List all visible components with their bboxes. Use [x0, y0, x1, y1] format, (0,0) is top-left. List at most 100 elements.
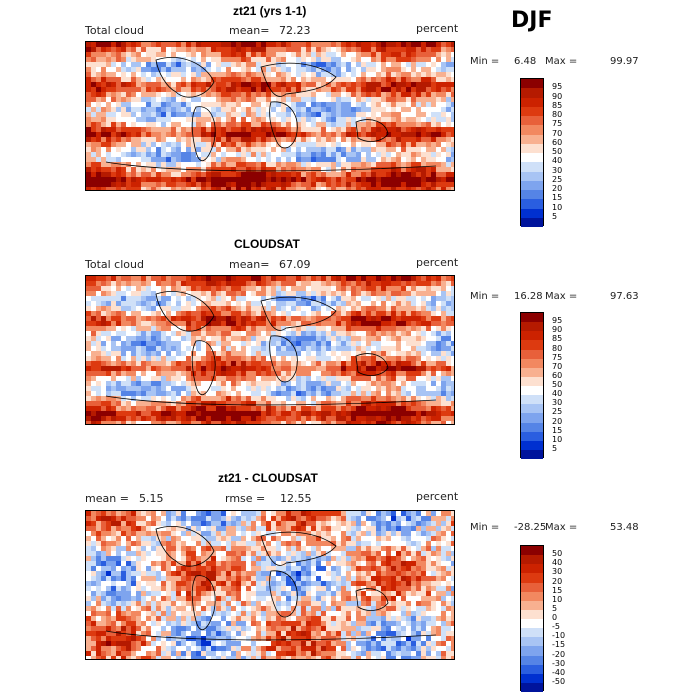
colorbar-swatch	[521, 217, 543, 227]
colorbar-tick-label: 5	[552, 603, 558, 613]
colorbar-tick-label: 50	[552, 147, 563, 156]
colorbar-swatch	[521, 664, 543, 674]
colorbar-swatch	[521, 190, 543, 200]
colorbar-swatch	[521, 199, 543, 209]
panel-2-mean-value: 67.09	[279, 258, 311, 271]
colorbar-swatch	[521, 591, 543, 601]
colorbar-tick-label: 25	[552, 174, 563, 184]
panel-3-max-label: Max =	[545, 522, 578, 533]
colorbar-tick-label: 80	[552, 343, 563, 353]
colorbar-tick-label: 30	[552, 165, 563, 175]
colorbar-tick-label: 90	[552, 91, 563, 101]
panel-1-max-label: Max =	[545, 56, 578, 67]
colorbar-tick-label: 75	[552, 119, 563, 129]
colorbar-swatch	[521, 358, 543, 368]
panel-2-min-value: 16.28	[514, 291, 543, 302]
colorbar-swatch	[521, 619, 543, 629]
colorbar-tick-label: 85	[552, 334, 563, 344]
colorbar-swatch	[521, 313, 543, 323]
colorbar-swatch	[521, 413, 543, 423]
panel-2-title: CLOUDSAT	[234, 237, 300, 251]
colorbar-swatch	[521, 106, 543, 116]
colorbar-swatch	[521, 555, 543, 565]
colorbar-swatch	[521, 376, 543, 386]
colorbar-tick-label: 95	[552, 316, 563, 326]
colorbar-swatch	[521, 395, 543, 405]
colorbar-swatch	[521, 431, 543, 441]
colorbar-tick-label: 70	[552, 361, 563, 371]
colorbar-tick-label: 20	[552, 576, 563, 586]
colorbar-swatch	[521, 564, 543, 574]
colorbar-tick-label: 5	[552, 443, 558, 453]
colorbar-tick-label: 30	[552, 567, 563, 577]
panel-3-colorbar	[520, 545, 544, 692]
colorbar-swatch	[521, 582, 543, 592]
colorbar-tick-label: 60	[552, 137, 563, 147]
colorbar-swatch	[521, 655, 543, 665]
colorbar-tick-label: 80	[552, 110, 563, 119]
panel-1-min-value: 6.48	[514, 56, 537, 67]
colorbar-tick-label: -40	[552, 667, 566, 677]
panel-1-variable: Total cloud	[85, 24, 144, 37]
colorbar-swatch	[521, 134, 543, 144]
colorbar-tick-label: 60	[552, 370, 563, 380]
colorbar-swatch	[521, 449, 543, 459]
colorbar-swatch	[521, 340, 543, 350]
colorbar-tick-label: 50	[552, 549, 563, 559]
panel-2-map-field	[86, 276, 454, 424]
colorbar-swatch	[521, 322, 543, 332]
season-label: DJF	[511, 8, 553, 33]
panel-3-max-value: 53.48	[610, 522, 639, 533]
colorbar-tick-label: 95	[552, 82, 563, 92]
colorbar-tick-label: 25	[552, 407, 563, 417]
colorbar-tick-label: 40	[552, 389, 563, 399]
panel-1-max-value: 99.97	[610, 56, 639, 67]
panel-3-rmse-label: rmse =	[225, 492, 266, 505]
colorbar-swatch	[521, 143, 543, 153]
colorbar-tick-label: 10	[552, 594, 563, 604]
colorbar-tick-label: 30	[552, 398, 563, 408]
colorbar-swatch	[521, 208, 543, 218]
panel-3-units: percent	[416, 490, 459, 503]
panel-1-title: zt21 (yrs 1-1)	[233, 4, 307, 18]
colorbar-tick-label: 75	[552, 352, 563, 362]
colorbar-swatch	[521, 349, 543, 359]
colorbar-swatch	[521, 600, 543, 610]
colorbar-swatch	[521, 162, 543, 172]
colorbar-swatch	[521, 79, 543, 89]
colorbar-swatch	[521, 116, 543, 126]
colorbar-tick-label: 85	[552, 100, 563, 110]
colorbar-tick-label: 15	[552, 585, 563, 595]
panel-3-min-label: Min =	[470, 522, 500, 533]
colorbar-swatch	[521, 367, 543, 377]
colorbar-swatch	[521, 637, 543, 647]
colorbar-tick-label: 20	[552, 416, 563, 426]
colorbar-swatch	[521, 153, 543, 163]
panel-1-map	[85, 41, 455, 191]
colorbar-swatch	[521, 440, 543, 450]
panel-3-map	[85, 510, 455, 660]
panel-2-mean-label: mean=	[229, 258, 270, 271]
colorbar-swatch	[521, 404, 543, 414]
panel-2-variable: Total cloud	[85, 258, 144, 271]
colorbar-tick-label: 70	[552, 128, 563, 138]
panel-1-mean-label: mean=	[229, 24, 270, 37]
panel-3-rmse-value: 12.55	[280, 492, 312, 505]
panel-2-min-label: Min =	[470, 291, 500, 302]
colorbar-tick-label: -10	[552, 631, 566, 641]
colorbar-tick-label: -5	[552, 622, 560, 632]
panel-2-map	[85, 275, 455, 425]
panel-2-units: percent	[416, 256, 459, 269]
colorbar-tick-label: 20	[552, 184, 563, 193]
colorbar-tick-label: -50	[552, 676, 566, 686]
panel-1-map-field	[86, 42, 454, 190]
colorbar-swatch	[521, 180, 543, 190]
colorbar-tick-label: 0	[552, 613, 558, 622]
colorbar-tick-label: 5	[552, 211, 558, 221]
colorbar-swatch	[521, 646, 543, 656]
colorbar-tick-label: -30	[552, 658, 566, 668]
colorbar-tick-label: -15	[552, 640, 566, 650]
colorbar-swatch	[521, 125, 543, 135]
colorbar-swatch	[521, 609, 543, 619]
colorbar-swatch	[521, 682, 543, 692]
